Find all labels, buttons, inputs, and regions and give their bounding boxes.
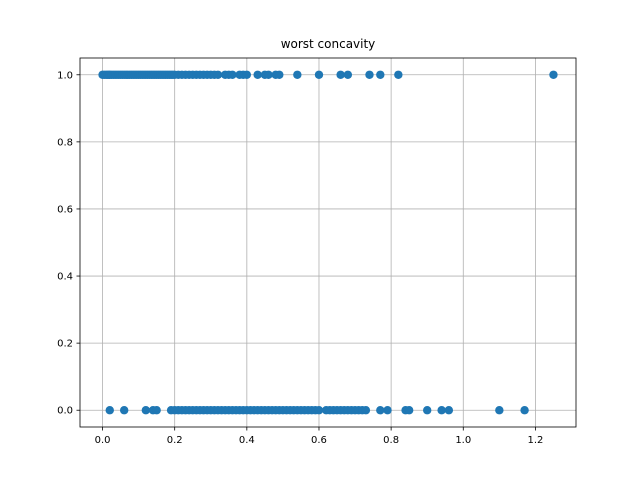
data-point <box>242 70 252 79</box>
data-point <box>376 406 385 415</box>
data-point <box>213 70 223 79</box>
data-point <box>383 406 392 415</box>
data-point <box>361 406 371 415</box>
data-point <box>404 406 414 415</box>
data-point <box>253 70 262 79</box>
data-point <box>376 70 385 79</box>
y-axis: 0.0 0.2 0.4 0.6 0.8 1.0 <box>57 70 80 417</box>
x-axis: 0.0 0.2 0.4 0.6 0.8 1.0 1.2 <box>95 427 543 446</box>
y-tick-label: 0.0 <box>57 406 73 417</box>
plot-frame <box>79 57 577 428</box>
x-tick-label: 0.4 <box>239 435 255 446</box>
y-tick-label: 0.2 <box>57 339 73 350</box>
data-point <box>152 406 161 415</box>
data-point <box>343 70 353 79</box>
data-point <box>314 70 324 79</box>
grid-lines <box>80 58 576 427</box>
data-point <box>520 406 529 415</box>
data-point <box>336 70 345 79</box>
x-tick-label: 1.0 <box>455 435 471 446</box>
data-point <box>119 406 129 415</box>
y-tick-label: 0.6 <box>57 204 73 215</box>
x-tick-label: 1.2 <box>527 435 543 446</box>
y-tick-label: 1.0 <box>57 70 73 81</box>
data-point <box>437 406 446 415</box>
x-tick-label: 0.0 <box>95 435 111 446</box>
data-point <box>423 406 432 415</box>
y-tick-label: 0.8 <box>57 137 73 148</box>
data-point <box>444 406 454 415</box>
data-point <box>228 70 237 79</box>
data-point <box>264 70 273 79</box>
data-point <box>365 70 374 79</box>
data-point <box>293 70 302 79</box>
data-point <box>105 406 114 415</box>
data-point <box>275 70 284 79</box>
data-point <box>141 406 151 415</box>
x-tick-label: 0.8 <box>383 435 399 446</box>
data-point <box>314 406 324 415</box>
data-point <box>495 406 504 415</box>
x-tick-label: 0.2 <box>167 435 183 446</box>
data-point <box>394 70 403 79</box>
y-tick-label: 0.4 <box>57 272 73 283</box>
x-tick-label: 0.6 <box>311 435 327 446</box>
data-points <box>98 70 558 415</box>
chart-title: worst concavity <box>281 37 376 51</box>
data-point <box>549 70 558 79</box>
